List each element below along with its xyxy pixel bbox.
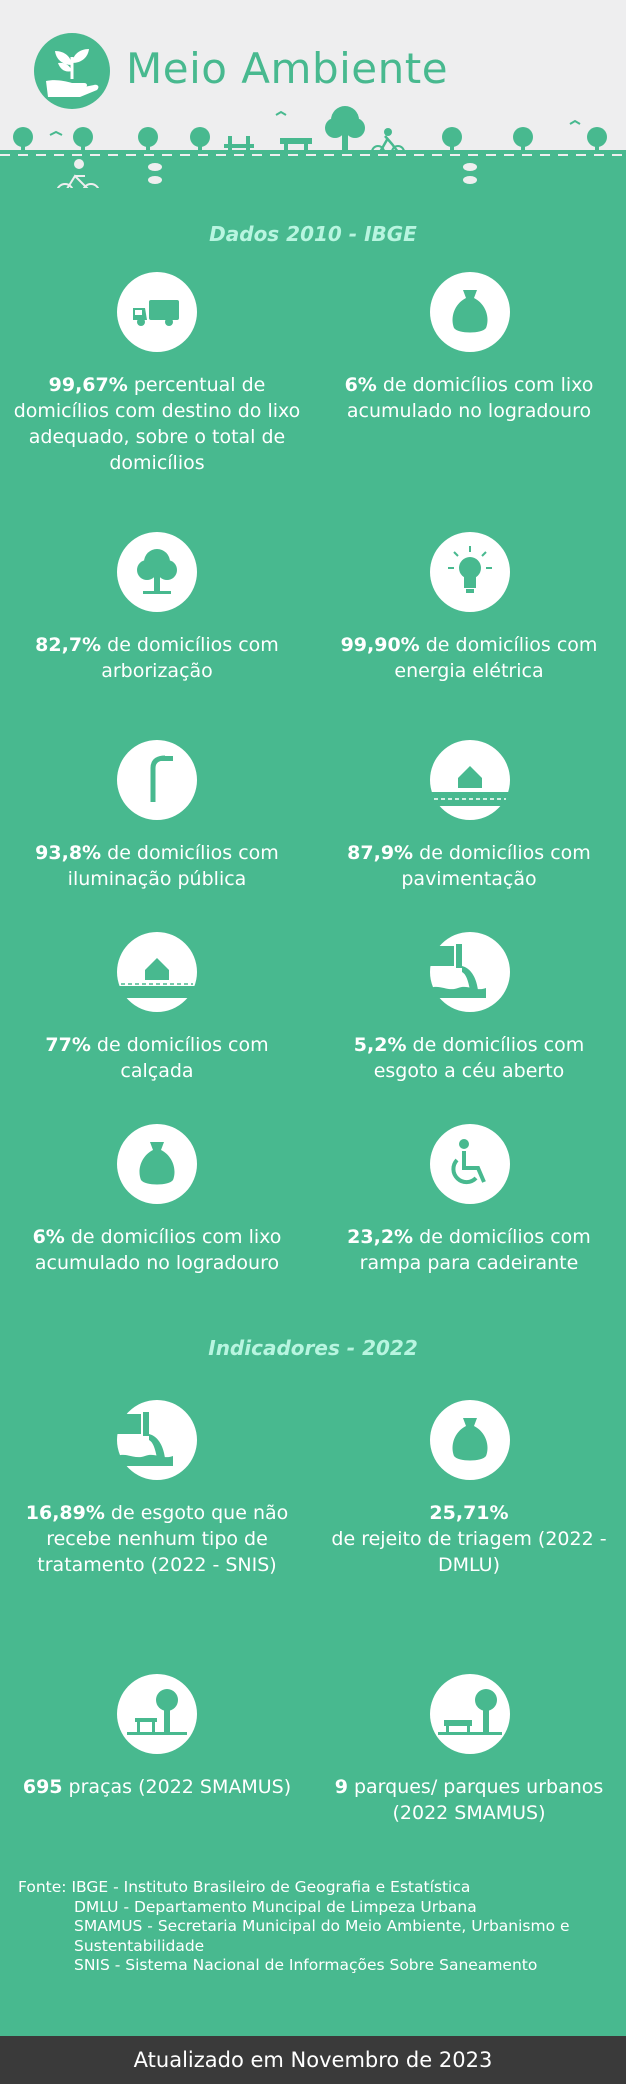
house-sidewalk-icon	[117, 932, 197, 1012]
stat-value: 9	[334, 1776, 348, 1798]
tree-icon	[117, 532, 197, 612]
stat-description: de domicílios com lixo acumulado no logr…	[34, 1226, 282, 1274]
hand-plant-logo-icon	[34, 33, 110, 109]
house-road-icon	[430, 740, 510, 820]
stat-description: de esgoto que não recebe nenhum tipo de …	[37, 1502, 289, 1576]
section-title-indicadores: Indicadores - 2022	[208, 1336, 418, 1360]
stat-description: de domicílios com energia elétrica	[394, 634, 598, 682]
stat-value: 16,89%	[25, 1502, 105, 1524]
sources-list: Fonte: IBGE - Instituto Brasileiro de Ge…	[18, 1878, 618, 1976]
wheelchair-icon	[430, 1124, 510, 1204]
city-park-skyline-icon	[0, 106, 626, 188]
sewage-pipe-icon	[430, 932, 510, 1012]
street-lamp-icon	[117, 740, 197, 820]
garbage-truck-icon	[117, 272, 197, 352]
stat-value: 77%	[45, 1034, 91, 1056]
section-title-dados: Dados 2010 - IBGE	[209, 222, 417, 246]
source-dmlu: DMLU - Departamento Muncipal de Limpeza …	[74, 1897, 477, 1916]
trash-bag-icon	[430, 1400, 510, 1480]
source-smamus: SMAMUS - Secretaria Municipal do Meio Am…	[74, 1917, 570, 1955]
stat-value: 23,2%	[347, 1226, 414, 1248]
trash-bag-icon	[117, 1124, 197, 1204]
stat-value: 87,9%	[347, 842, 414, 864]
sewage-pipe-icon	[117, 1400, 197, 1480]
sources-label: Fonte:	[18, 1878, 67, 1896]
stat-value: 695	[22, 1776, 63, 1798]
stat-description: praças (2022 SMAMUS)	[62, 1776, 292, 1798]
stat-description: de domicílios com iluminação pública	[67, 842, 279, 890]
square-park-icon	[117, 1674, 197, 1754]
stat-value: 82,7%	[35, 634, 102, 656]
stat-description: de domicílios com calçada	[90, 1034, 269, 1082]
source-ibge: IBGE - Instituto Brasileiro de Geografia…	[71, 1878, 471, 1896]
stat-description: parques/ parques urbanos (2022 SMAMUS)	[347, 1776, 604, 1824]
stat-description: de domicílios com arborização	[101, 634, 279, 682]
trash-bag-icon	[430, 272, 510, 352]
light-bulb-icon	[430, 532, 510, 612]
stat-description: percentual de domicílios com destino do …	[13, 374, 301, 474]
stat-value: 99,90%	[340, 634, 420, 656]
stat-value: 6%	[32, 1226, 65, 1248]
stat-value: 5,2%	[353, 1034, 407, 1056]
stat-description: de rejeito de triagem (2022 - DMLU)	[331, 1528, 607, 1576]
page-title: Meio Ambiente	[126, 44, 449, 93]
footer-updated: Atualizado em Novembro de 2023	[0, 2036, 626, 2084]
stat-description: de domicílios com pavimentação	[401, 842, 591, 890]
ground-band	[0, 150, 626, 188]
stat-value: 99,67%	[48, 374, 128, 396]
header: Meio Ambiente	[0, 0, 626, 188]
stat-description: de domicílios com lixo acumulado no logr…	[346, 374, 594, 422]
stat-description: de domicílios com esgoto a céu aberto	[373, 1034, 585, 1082]
stat-value: 6%	[344, 374, 377, 396]
stat-value: 25,71%	[429, 1502, 509, 1524]
park-bench-icon	[430, 1674, 510, 1754]
stat-description: de domicílios com rampa para cadeirante	[359, 1226, 591, 1274]
stat-value: 93,8%	[35, 842, 102, 864]
source-snis: SNIS - Sistema Nacional de Informações S…	[74, 1956, 538, 1974]
